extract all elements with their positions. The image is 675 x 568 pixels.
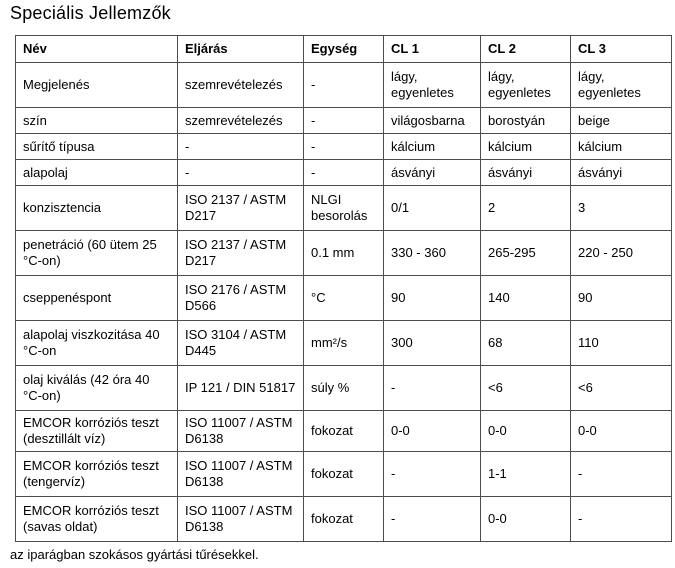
table-cell: IP 121 / DIN 51817 bbox=[177, 365, 304, 411]
table-row: alapolaj viszkozitása 40 °C-on ISO 3104 /… bbox=[15, 320, 672, 366]
table-row: sűrítő típusa - - kálcium kálcium kálcium bbox=[15, 133, 672, 160]
table-cell: ISO 11007 / ASTM D6138 bbox=[177, 496, 304, 542]
table-cell: ISO 3104 / ASTM D445 bbox=[177, 320, 304, 366]
table-cell: - bbox=[303, 159, 384, 186]
table-cell: fokozat bbox=[303, 451, 384, 497]
table-cell: - bbox=[570, 496, 672, 542]
table-cell: - bbox=[303, 62, 384, 108]
table-cell: súly % bbox=[303, 365, 384, 411]
table-cell: <6 bbox=[480, 365, 571, 411]
table-cell: konzisztencia bbox=[15, 185, 178, 231]
table-cell: alapolaj bbox=[15, 159, 178, 186]
table-cell: EMCOR korróziós teszt (savas oldat) bbox=[15, 496, 178, 542]
table-cell: kálcium bbox=[480, 133, 571, 160]
table-body: Megjelenés szemrevételezés - lágy, egyenlet… bbox=[15, 62, 672, 542]
column-header-egyseg: Egység bbox=[303, 35, 384, 63]
table-cell: 140 bbox=[480, 275, 571, 321]
column-header-cl2: CL 2 bbox=[480, 35, 571, 63]
table-cell: ásványi bbox=[480, 159, 571, 186]
table-cell: 110 bbox=[570, 320, 672, 366]
table-row: EMCOR korróziós teszt (desztillált víz) I… bbox=[15, 410, 672, 452]
table-cell: 330 - 360 bbox=[383, 230, 481, 276]
table-cell: 0-0 bbox=[480, 496, 571, 542]
table-cell: ISO 11007 / ASTM D6138 bbox=[177, 451, 304, 497]
table-row: alapolaj - - ásványi ásványi ásványi bbox=[15, 159, 672, 186]
table-cell: szemrevételezés bbox=[177, 107, 304, 134]
table-row: konzisztencia ISO 2137 / ASTM D217 NLGI be… bbox=[15, 185, 672, 231]
table-cell: EMCOR korróziós teszt (tengervíz) bbox=[15, 451, 178, 497]
table-cell: <6 bbox=[570, 365, 672, 411]
table-cell: 68 bbox=[480, 320, 571, 366]
table-cell: beige bbox=[570, 107, 672, 134]
table-row: szín szemrevételezés - világosbarna borostyá… bbox=[15, 107, 672, 134]
table-cell: - bbox=[383, 496, 481, 542]
table-cell: ásványi bbox=[383, 159, 481, 186]
table-cell: 3 bbox=[570, 185, 672, 231]
table-cell: olaj kiválás (42 óra 40 °C-on) bbox=[15, 365, 178, 411]
table-cell: - bbox=[383, 365, 481, 411]
table-cell: ásványi bbox=[570, 159, 672, 186]
table-cell: ISO 2137 / ASTM D217 bbox=[177, 230, 304, 276]
table-cell: 0.1 mm bbox=[303, 230, 384, 276]
table-cell: NLGI besorolás bbox=[303, 185, 384, 231]
column-header-nev: Név bbox=[15, 35, 178, 63]
table-cell: 2 bbox=[480, 185, 571, 231]
page-title: Speciális Jellemzők bbox=[10, 3, 171, 23]
table-cell: 1-1 bbox=[480, 451, 571, 497]
table-cell: ISO 11007 / ASTM D6138 bbox=[177, 410, 304, 452]
table-cell: sűrítő típusa bbox=[15, 133, 178, 160]
table-cell: EMCOR korróziós teszt (desztillált víz) bbox=[15, 410, 178, 452]
table-cell: - bbox=[303, 107, 384, 134]
table-cell: ISO 2137 / ASTM D217 bbox=[177, 185, 304, 231]
table-cell: ISO 2176 / ASTM D566 bbox=[177, 275, 304, 321]
table-row: Megjelenés szemrevételezés - lágy, egyenlet… bbox=[15, 62, 672, 108]
table-cell: 265-295 bbox=[480, 230, 571, 276]
table-cell: cseppenéspont bbox=[15, 275, 178, 321]
table-header-row: Név Eljárás Egység CL 1 CL 2 CL 3 bbox=[15, 35, 672, 63]
table-row: olaj kiválás (42 óra 40 °C-on) IP 121 / D… bbox=[15, 365, 672, 411]
table-cell: Megjelenés bbox=[15, 62, 178, 108]
table-row: EMCOR korróziós teszt (savas oldat) ISO 1… bbox=[15, 496, 672, 542]
table-cell: - bbox=[570, 451, 672, 497]
table-cell: - bbox=[177, 159, 304, 186]
table-cell: 0-0 bbox=[480, 410, 571, 452]
table-cell: világosbarna bbox=[383, 107, 481, 134]
table-cell: lágy, egyenletes bbox=[480, 62, 571, 108]
table-cell: 90 bbox=[383, 275, 481, 321]
table-row: penetráció (60 ütem 25 °C-on) ISO 2137 / … bbox=[15, 230, 672, 276]
table-cell: penetráció (60 ütem 25 °C-on) bbox=[15, 230, 178, 276]
table-cell: - bbox=[383, 451, 481, 497]
table-cell: 220 - 250 bbox=[570, 230, 672, 276]
table-cell: lágy, egyenletes bbox=[570, 62, 672, 108]
column-header-cl1: CL 1 bbox=[383, 35, 481, 63]
table-cell: szemrevételezés bbox=[177, 62, 304, 108]
table-cell: mm²/s bbox=[303, 320, 384, 366]
table-cell: fokozat bbox=[303, 410, 384, 452]
table-cell: alapolaj viszkozitása 40 °C-on bbox=[15, 320, 178, 366]
table-cell: lágy, egyenletes bbox=[383, 62, 481, 108]
table-cell: 0-0 bbox=[383, 410, 481, 452]
table-row: EMCOR korróziós teszt (tengervíz) ISO 110… bbox=[15, 451, 672, 497]
table-cell: °C bbox=[303, 275, 384, 321]
table-cell: 0-0 bbox=[570, 410, 672, 452]
footer-note: az iparágban szokásos gyártási tűrésekke… bbox=[10, 547, 259, 562]
table-cell: kálcium bbox=[570, 133, 672, 160]
column-header-cl3: CL 3 bbox=[570, 35, 672, 63]
column-header-eljaras: Eljárás bbox=[177, 35, 304, 63]
special-characteristics-table: Név Eljárás Egység CL 1 CL 2 CL 3 Megjel… bbox=[15, 35, 672, 542]
table-cell: kálcium bbox=[383, 133, 481, 160]
table-row: cseppenéspont ISO 2176 / ASTM D566 °C 90 140… bbox=[15, 275, 672, 321]
table-cell: 0/1 bbox=[383, 185, 481, 231]
table-cell: 300 bbox=[383, 320, 481, 366]
table-cell: 90 bbox=[570, 275, 672, 321]
table-cell: fokozat bbox=[303, 496, 384, 542]
table-cell: - bbox=[303, 133, 384, 160]
table-cell: borostyán bbox=[480, 107, 571, 134]
table-cell: - bbox=[177, 133, 304, 160]
table-cell: szín bbox=[15, 107, 178, 134]
